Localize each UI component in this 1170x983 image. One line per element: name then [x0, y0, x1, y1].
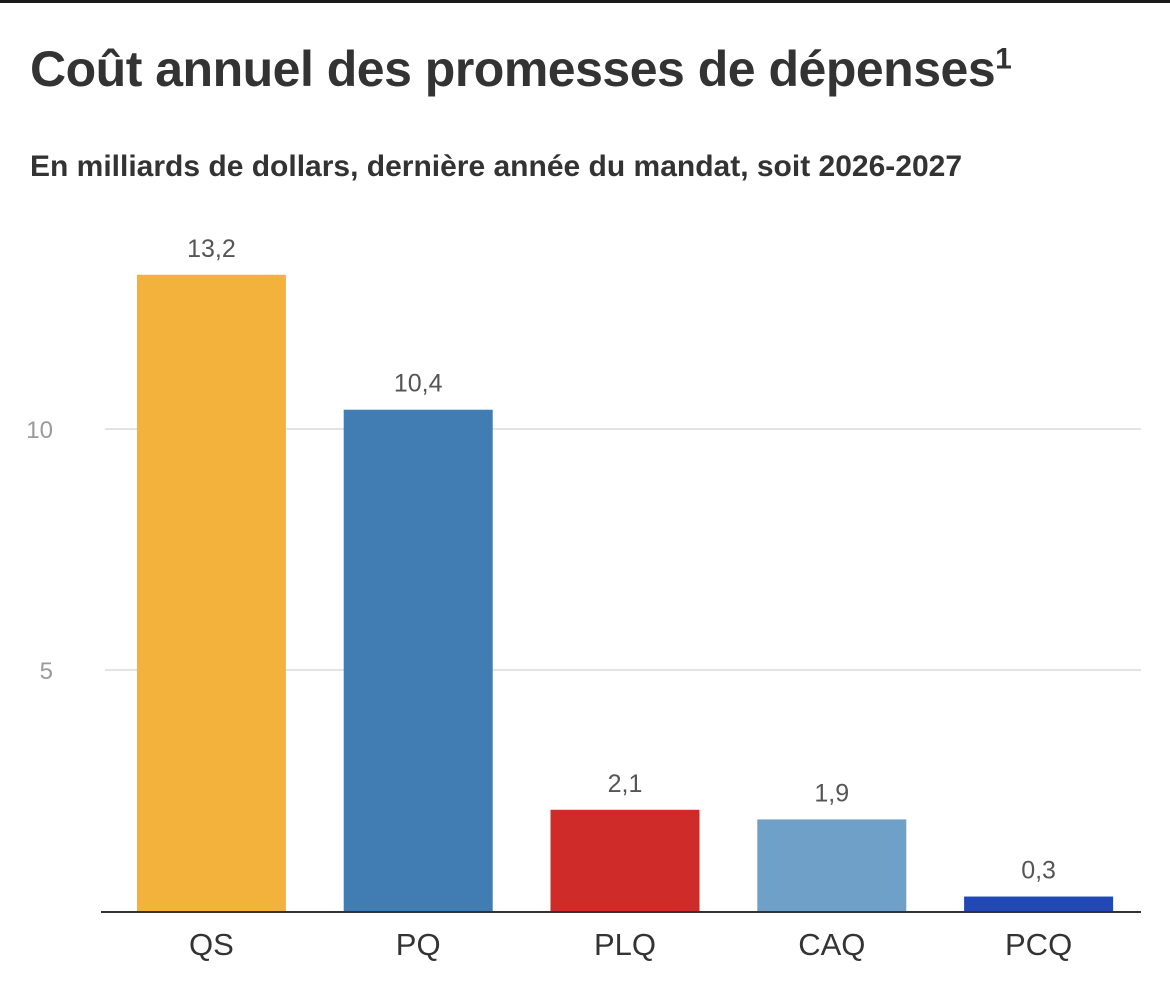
y-tick-label-5: 5 [40, 658, 53, 685]
data-label-pq: 10,4 [394, 370, 443, 398]
top-rule [0, 0, 1170, 3]
chart-title: Coût annuel des promesses de dépenses1 [30, 40, 1012, 98]
chart-title-text: Coût annuel des promesses de dépenses [30, 41, 996, 97]
bar-qs [136, 274, 286, 911]
x-tick-label-pq: PQ [396, 927, 441, 962]
bar-caq [757, 819, 907, 911]
labels: 5 10 13,2 QS 10,4 PQ 2,1 PLQ 1,9 CAQ 0,3 PCQ [26, 235, 1072, 962]
data-label-pcq: 0,3 [1021, 857, 1056, 885]
x-tick-label-qs: QS [189, 927, 234, 962]
chart-subtitle: En milliards de dollars, dernière année … [30, 150, 963, 183]
data-label-plq: 2,1 [608, 770, 643, 798]
x-tick-label-caq: CAQ [798, 927, 865, 962]
bar-plq [550, 809, 700, 911]
y-tick-label-10: 10 [26, 417, 53, 444]
data-label-caq: 1,9 [814, 779, 849, 807]
x-tick-label-plq: PLQ [594, 927, 656, 962]
x-tick-label-pcq: PCQ [1005, 927, 1072, 962]
data-label-qs: 13,2 [187, 235, 236, 263]
bar-pq [343, 409, 493, 911]
bar-pcq [964, 896, 1114, 911]
bars [136, 274, 1114, 911]
title-footnote-marker: 1 [995, 42, 1012, 76]
